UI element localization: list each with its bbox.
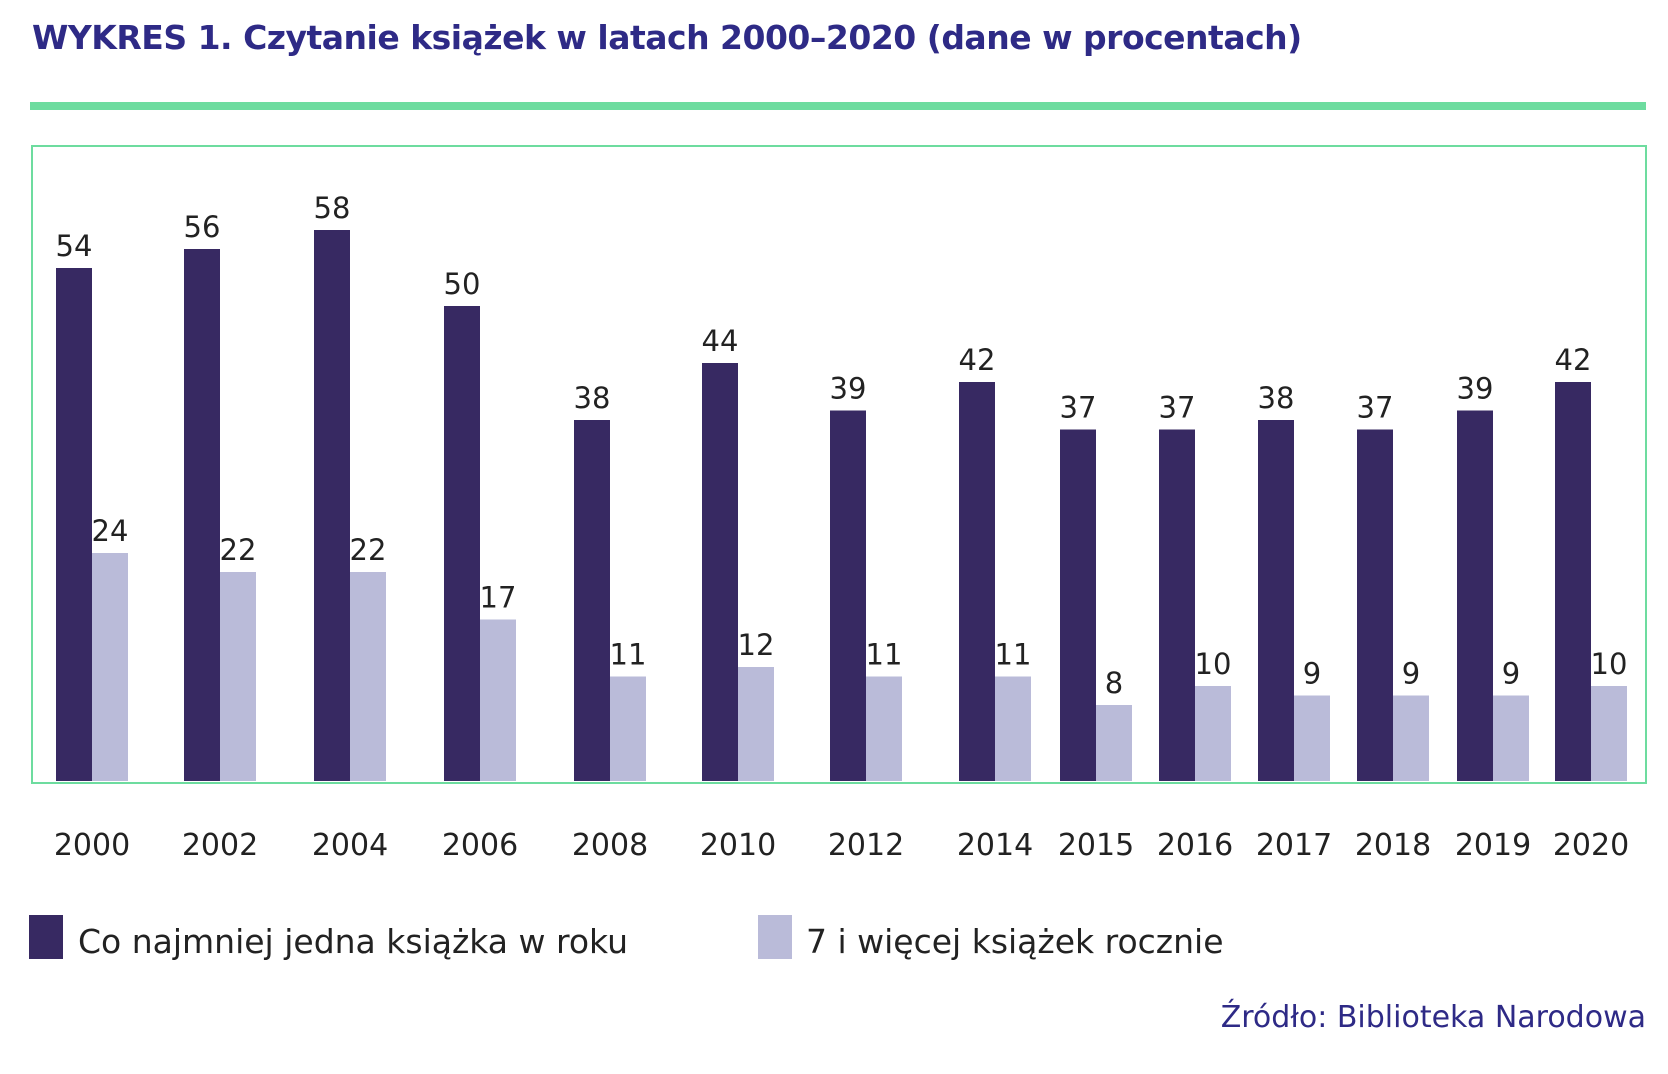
bar-series1-2010 [702, 363, 738, 781]
x-tick-label-2016: 2016 [1157, 828, 1233, 863]
bar-series2-2016 [1195, 686, 1231, 781]
data-label-series2-2018: 9 [1402, 657, 1420, 691]
bar-series1-2020 [1555, 382, 1591, 781]
data-label-series2-2010: 12 [738, 628, 775, 662]
bar-series1-2019 [1457, 410, 1493, 781]
data-label-series1-2002: 56 [184, 210, 221, 244]
x-tick-label-2006: 2006 [442, 828, 518, 863]
data-label-series1-2018: 37 [1357, 391, 1394, 425]
x-tick-label-2002: 2002 [182, 828, 258, 863]
x-tick-label-2020: 2020 [1553, 828, 1629, 863]
legend-label-series2: 7 i więcej książek rocznie [806, 922, 1224, 961]
title-rule [30, 102, 1646, 110]
data-label-series2-2017: 9 [1303, 657, 1321, 691]
data-label-series1-2006: 50 [444, 267, 481, 301]
data-label-series1-2000: 54 [56, 229, 93, 263]
x-tick-label-2000: 2000 [54, 828, 130, 863]
bar-series2-2019 [1493, 695, 1529, 781]
x-tick-label-2015: 2015 [1058, 828, 1134, 863]
bar-series1-2016 [1159, 429, 1195, 781]
data-label-series2-2002: 22 [220, 533, 257, 567]
data-label-series1-2016: 37 [1159, 391, 1196, 425]
data-label-series2-2014: 11 [995, 638, 1032, 672]
x-tick-label-2012: 2012 [828, 828, 904, 863]
x-tick-label-2010: 2010 [700, 828, 776, 863]
data-label-series2-2008: 11 [610, 638, 647, 672]
data-label-series1-2017: 38 [1258, 381, 1295, 415]
data-label-series1-2012: 39 [830, 372, 867, 406]
bar-series2-2008 [610, 676, 646, 781]
data-label-series1-2015: 37 [1060, 391, 1097, 425]
bar-series1-2008 [574, 420, 610, 781]
legend-swatch-series2 [758, 915, 792, 959]
source-note: Źródło: Biblioteka Narodowa [1220, 1000, 1646, 1035]
data-label-series1-2010: 44 [702, 324, 739, 358]
x-tick-label-2014: 2014 [957, 828, 1033, 863]
bar-series2-2012 [866, 676, 902, 781]
bar-series1-2015 [1060, 429, 1096, 781]
bar-series1-2018 [1357, 429, 1393, 781]
x-tick-label-2008: 2008 [572, 828, 648, 863]
bar-series2-2004 [350, 572, 386, 781]
bar-series1-2006 [444, 306, 480, 781]
plot-frame [31, 145, 1647, 784]
labels-layer: 54 24 56 22 58 22 50 17 38 11 44 12 39 11 42 11 37 8 37 10 3… [56, 191, 1628, 700]
bar-series2-2014 [995, 676, 1031, 781]
legend-swatch-series1 [29, 915, 63, 959]
x-tick-label-2017: 2017 [1256, 828, 1332, 863]
x-tick-label-2018: 2018 [1355, 828, 1431, 863]
bar-series2-2002 [220, 572, 256, 781]
bar-series1-2012 [830, 410, 866, 781]
bar-series2-2020 [1591, 686, 1627, 781]
data-label-series1-2019: 39 [1457, 372, 1494, 406]
data-label-series2-2015: 8 [1105, 666, 1123, 700]
bar-series1-2014 [959, 382, 995, 781]
data-label-series1-2008: 38 [574, 381, 611, 415]
bar-series1-2004 [314, 230, 350, 781]
data-label-series2-2019: 9 [1502, 657, 1520, 691]
bar-series2-2006 [480, 619, 516, 781]
data-label-series1-2004: 58 [314, 191, 351, 225]
bar-series1-2000 [56, 268, 92, 781]
data-label-series2-2004: 22 [350, 533, 387, 567]
data-label-series1-2020: 42 [1555, 343, 1592, 377]
data-label-series2-2020: 10 [1591, 647, 1628, 681]
x-axis-ticks: 2000 2002 2004 2006 2008 2010 2012 2014 2015 2016… [54, 828, 1629, 863]
bar-series2-2000 [92, 553, 128, 781]
bar-series1-2002 [184, 249, 220, 781]
bar-series2-2017 [1294, 695, 1330, 781]
bar-series2-2018 [1393, 695, 1429, 781]
bar-series2-2015 [1096, 705, 1132, 781]
bar-series1-2017 [1258, 420, 1294, 781]
data-label-series2-2012: 11 [866, 638, 903, 672]
legend-label-series1: Co najmniej jedna książka w roku [78, 922, 629, 961]
chart-title: WYKRES 1. Czytanie książek w latach 2000… [32, 18, 1302, 57]
data-label-series2-2000: 24 [92, 514, 129, 548]
bars-layer [56, 230, 1627, 781]
data-label-series2-2006: 17 [480, 581, 517, 615]
x-tick-label-2019: 2019 [1455, 828, 1531, 863]
bar-series2-2010 [738, 667, 774, 781]
data-label-series2-2016: 10 [1195, 647, 1232, 681]
x-tick-label-2004: 2004 [312, 828, 388, 863]
data-label-series1-2014: 42 [959, 343, 996, 377]
